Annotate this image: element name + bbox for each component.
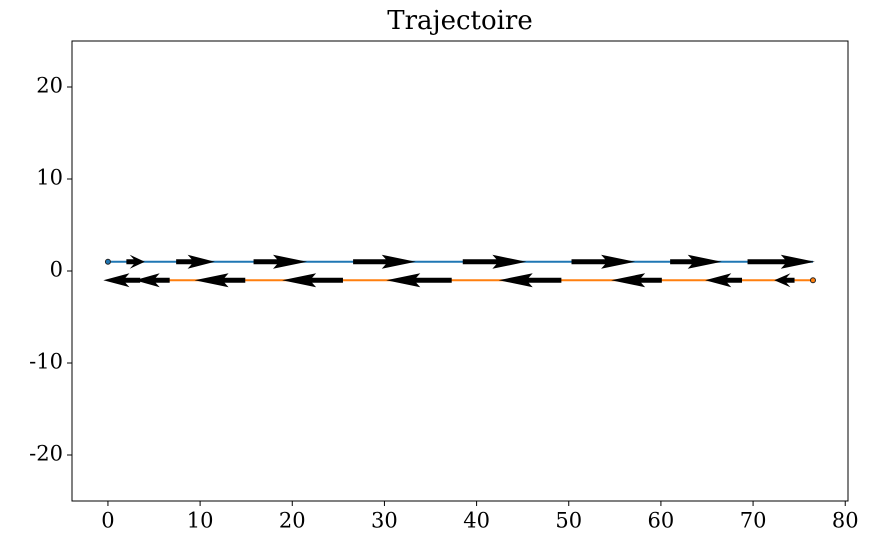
start-marker bbox=[809, 277, 816, 284]
arrow bbox=[103, 273, 141, 288]
arrow bbox=[126, 254, 145, 269]
plot-frame bbox=[71, 40, 849, 502]
x-tick-label: 20 bbox=[279, 509, 306, 533]
arrow bbox=[194, 273, 246, 288]
arrow bbox=[611, 273, 662, 288]
arrow bbox=[670, 254, 722, 269]
arrow bbox=[462, 254, 527, 269]
arrow bbox=[353, 254, 416, 269]
x-tick-label: 70 bbox=[740, 509, 767, 533]
y-tick-label: 0 bbox=[50, 258, 63, 282]
y-tick-label: -20 bbox=[29, 442, 63, 466]
y-tick-label: 20 bbox=[36, 74, 63, 98]
arrow bbox=[571, 254, 636, 269]
x-tick-label: 10 bbox=[187, 509, 214, 533]
arrow bbox=[253, 254, 308, 269]
arrow bbox=[774, 273, 795, 288]
arrow bbox=[386, 273, 452, 288]
start-marker bbox=[104, 258, 111, 265]
y-tick-label: 10 bbox=[36, 166, 63, 190]
arrow bbox=[176, 254, 215, 269]
arrow bbox=[134, 273, 170, 288]
arrow bbox=[705, 273, 743, 288]
x-tick-label: 80 bbox=[832, 509, 859, 533]
x-tick-label: 30 bbox=[371, 509, 398, 533]
x-tick-label: 60 bbox=[648, 509, 675, 533]
arrow bbox=[747, 254, 815, 269]
x-tick-label: 50 bbox=[555, 509, 582, 533]
chart-title: Trajectoire bbox=[387, 6, 533, 36]
arrow bbox=[282, 273, 343, 288]
y-tick-label: -10 bbox=[29, 350, 63, 374]
x-tick-label: 0 bbox=[101, 509, 114, 533]
x-tick-label: 40 bbox=[463, 509, 490, 533]
arrow bbox=[498, 273, 562, 288]
